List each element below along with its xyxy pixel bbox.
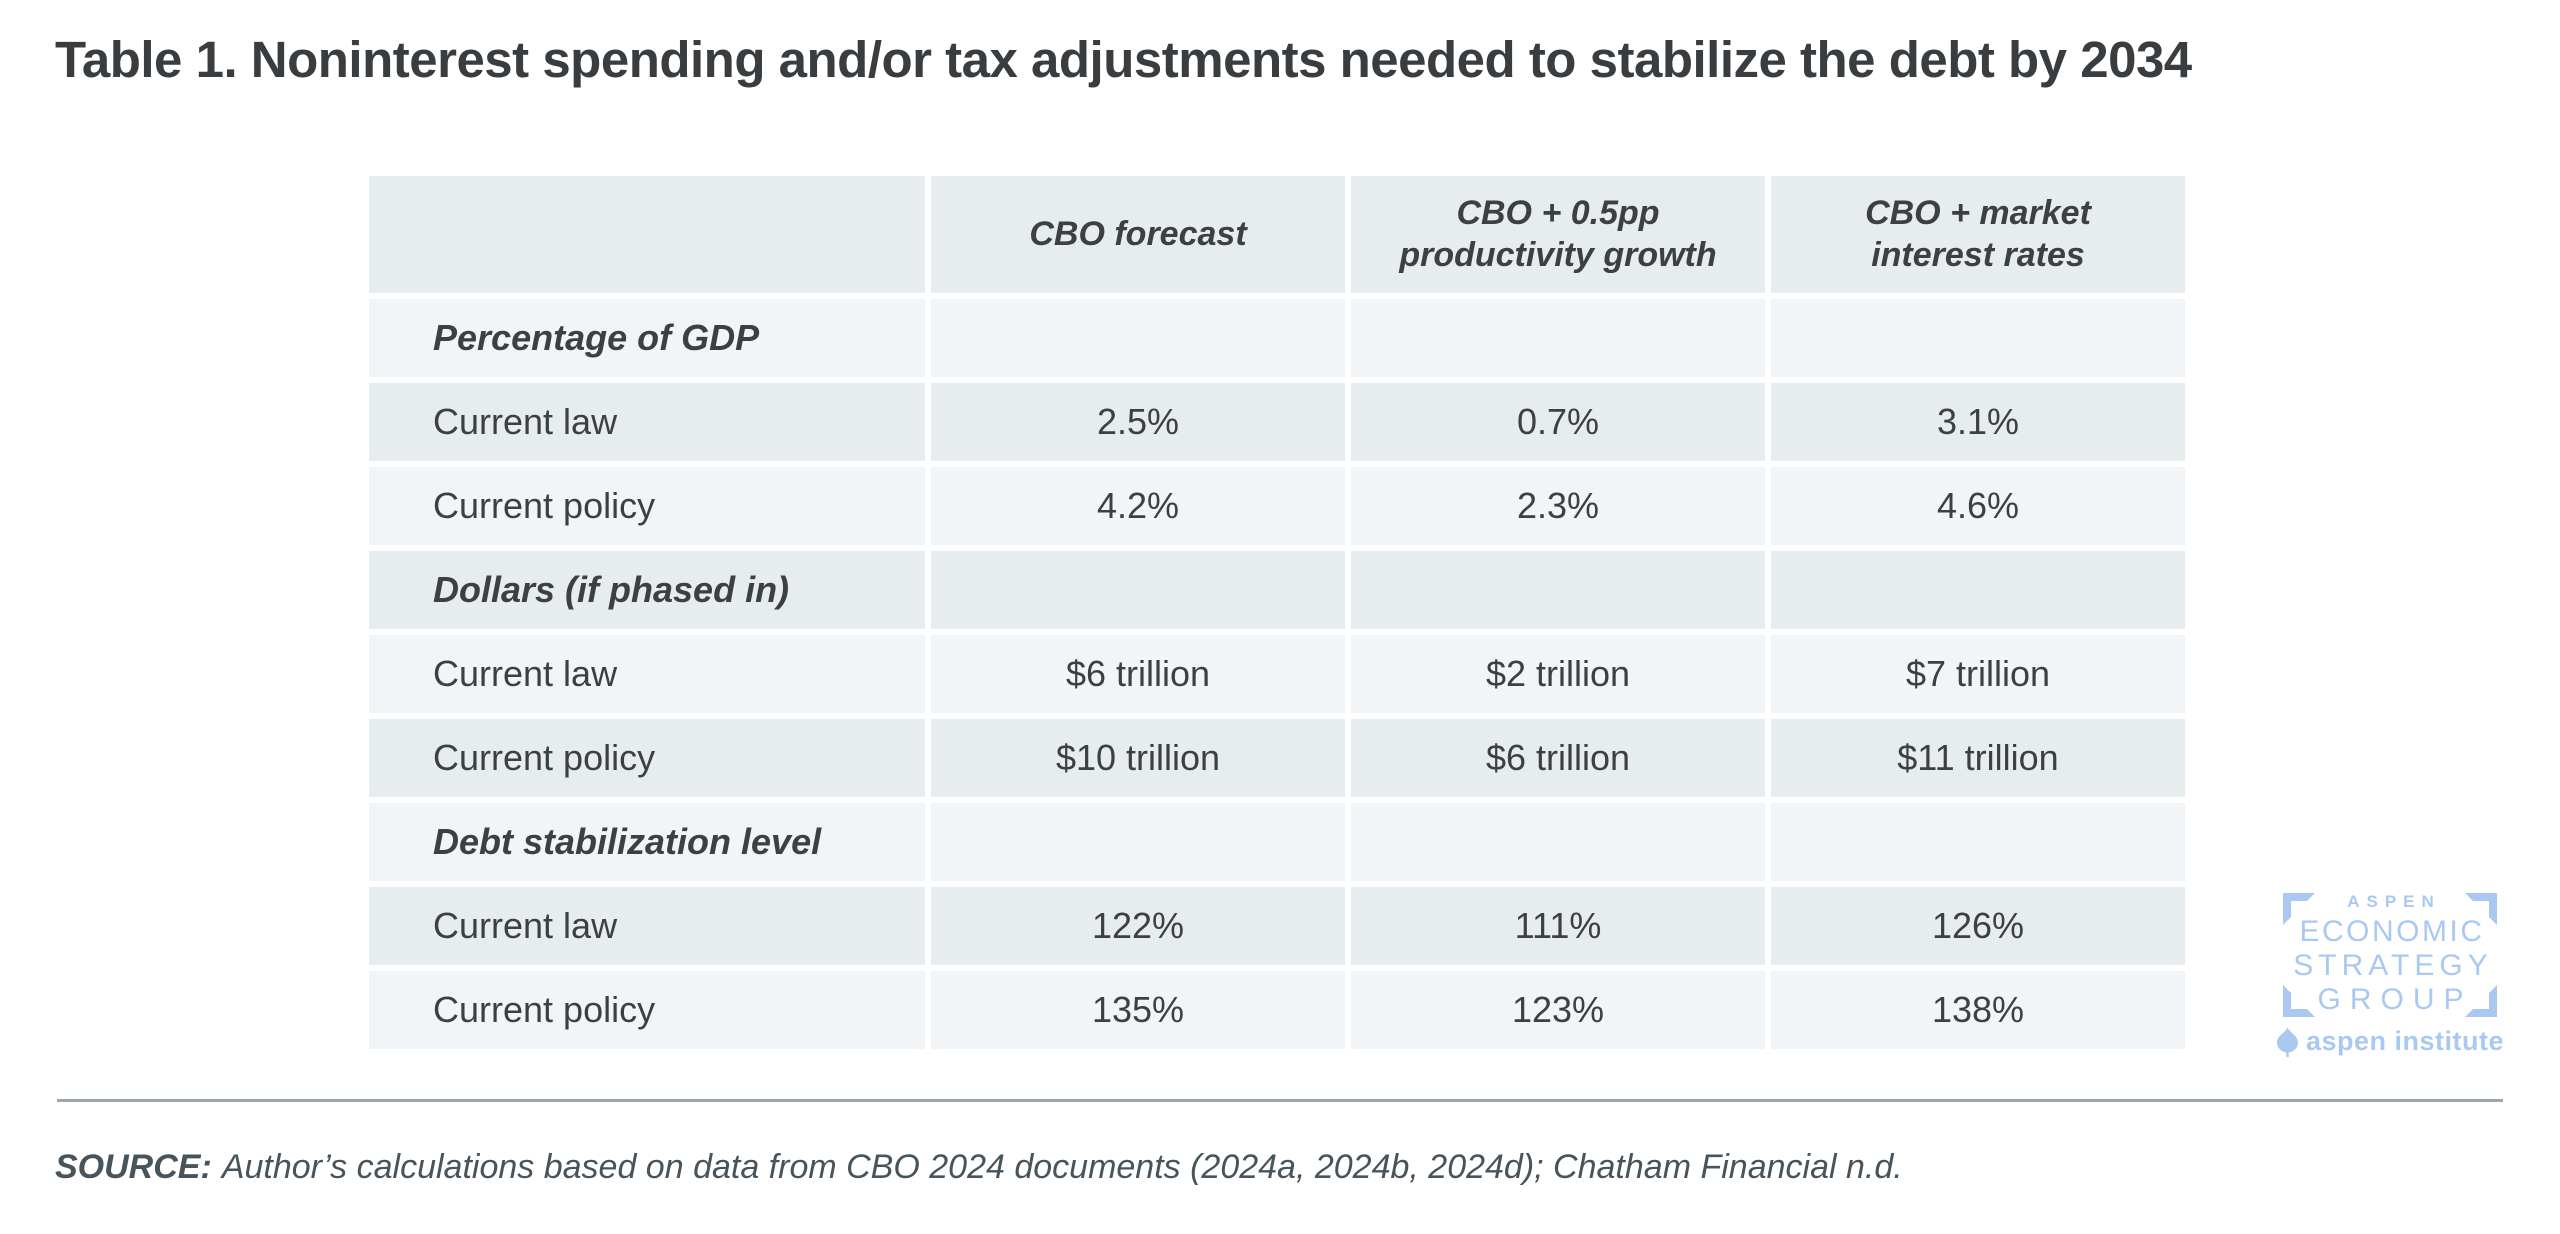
logo-frame: ASPEN ECONOMIC STRATEGY GROUP [2283, 892, 2497, 1017]
section-spacer-cell [931, 551, 1345, 629]
aspen-economic-strategy-group-logo: ASPEN ECONOMIC STRATEGY GROUP aspen inst… [2276, 892, 2504, 1057]
value-cell: $6 trillion [1351, 719, 1765, 797]
value-cell: 135% [931, 971, 1345, 1049]
aspen-leaf-icon [2276, 1027, 2299, 1057]
page-title: Table 1. Noninterest spending and/or tax… [55, 31, 2192, 88]
value-cell: $2 trillion [1351, 635, 1765, 713]
row-label-current-policy: Current policy [369, 467, 925, 545]
logo-text-group: GROUP [2317, 983, 2473, 1016]
value-cell: $6 trillion [931, 635, 1345, 713]
source-label: SOURCE: [55, 1148, 212, 1186]
value-cell: 3.1% [1771, 383, 2185, 461]
section-label-percentage-of-gdp: Percentage of GDP [369, 299, 925, 377]
table-header-cell-empty [369, 176, 925, 293]
section-label-dollars-if-phased-in: Dollars (if phased in) [369, 551, 925, 629]
debt-stabilization-table: CBO forecast CBO + 0.5pp productivity gr… [369, 176, 2185, 1049]
value-cell: 4.6% [1771, 467, 2185, 545]
table-header-cbo-productivity: CBO + 0.5pp productivity growth [1351, 176, 1765, 293]
table-header-cbo-forecast: CBO forecast [931, 176, 1345, 293]
value-cell: 122% [931, 887, 1345, 965]
value-cell: $7 trillion [1771, 635, 2185, 713]
row-label-current-law: Current law [369, 635, 925, 713]
table-header-cbo-market-rates: CBO + market interest rates [1771, 176, 2185, 293]
value-cell: $11 trillion [1771, 719, 2185, 797]
value-cell: $10 trillion [931, 719, 1345, 797]
value-cell: 2.5% [931, 383, 1345, 461]
section-spacer-cell [1771, 551, 2185, 629]
row-label-current-policy: Current policy [369, 971, 925, 1049]
row-label-current-policy: Current policy [369, 719, 925, 797]
section-spacer-cell [1771, 803, 2185, 881]
value-cell: 126% [1771, 887, 2185, 965]
source-text: Author’s calculations based on data from… [221, 1148, 1903, 1186]
logo-text-economic: ECONOMIC [2299, 915, 2485, 948]
value-cell: 138% [1771, 971, 2185, 1049]
aspen-institute-label: aspen institute [2305, 1026, 2505, 1056]
value-cell: 123% [1351, 971, 1765, 1049]
logo-text-strategy: STRATEGY [2293, 949, 2493, 982]
aspen-institute-wordmark: aspen institute [2276, 1026, 2504, 1057]
footer-divider [57, 1099, 2503, 1102]
section-label-debt-stabilization-level: Debt stabilization level [369, 803, 925, 881]
section-spacer-cell [1771, 299, 2185, 377]
value-cell: 111% [1351, 887, 1765, 965]
section-spacer-cell [931, 803, 1345, 881]
value-cell: 0.7% [1351, 383, 1765, 461]
source-note: SOURCE: Author’s calculations based on da… [55, 1148, 1903, 1187]
section-spacer-cell [1351, 299, 1765, 377]
value-cell: 2.3% [1351, 467, 1765, 545]
logo-text-aspen: ASPEN [2347, 892, 2441, 911]
row-label-current-law: Current law [369, 887, 925, 965]
value-cell: 4.2% [931, 467, 1345, 545]
section-spacer-cell [931, 299, 1345, 377]
section-spacer-cell [1351, 803, 1765, 881]
row-label-current-law: Current law [369, 383, 925, 461]
section-spacer-cell [1351, 551, 1765, 629]
